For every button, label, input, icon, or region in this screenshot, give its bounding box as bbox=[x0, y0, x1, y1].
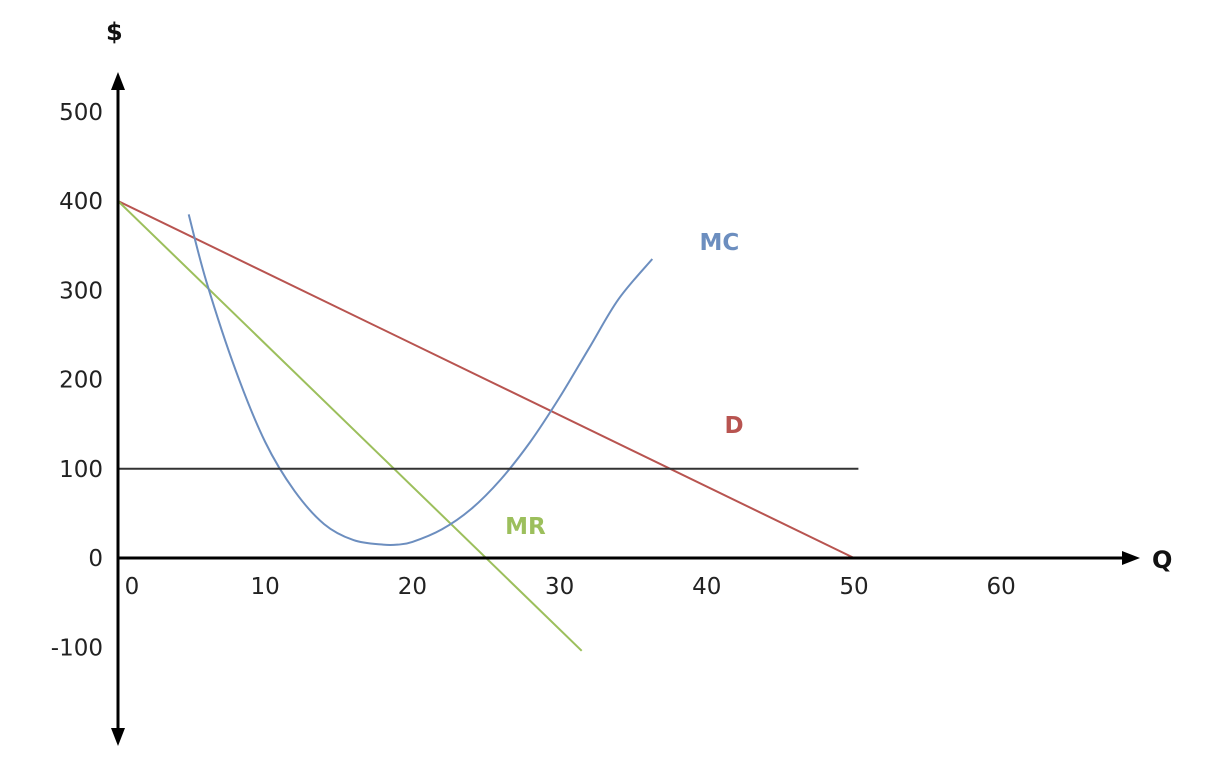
x-tick-label: 30 bbox=[545, 574, 574, 600]
x-tick-label: 60 bbox=[987, 574, 1016, 600]
series-label-mc: MC bbox=[699, 230, 739, 256]
y-tick-label: 500 bbox=[59, 100, 103, 126]
y-axis-arrow-down bbox=[111, 728, 125, 746]
y-tick-label: 400 bbox=[59, 189, 103, 215]
y-axis-title: $ bbox=[106, 18, 123, 46]
x-axis-title: Q bbox=[1152, 546, 1172, 574]
series-label-d: D bbox=[724, 413, 743, 439]
series-labels: MC D MR bbox=[505, 230, 743, 540]
y-tick-label: -100 bbox=[51, 635, 103, 661]
x-tick-label: 50 bbox=[839, 574, 868, 600]
y-tick-label: 300 bbox=[59, 278, 103, 304]
axes bbox=[111, 72, 1140, 746]
y-axis-arrow-up bbox=[111, 72, 125, 90]
series-mc-line bbox=[187, 214, 654, 547]
tick-labels: -100 0 100 200 300 400 500 0 10 20 30 40 50 60 bbox=[51, 100, 1016, 662]
x-axis-arrow bbox=[1122, 551, 1140, 565]
x-tick-label: 10 bbox=[251, 574, 280, 600]
x-tick-label: 0 bbox=[125, 574, 140, 600]
y-tick-label: 200 bbox=[59, 368, 103, 394]
y-tick-label: 0 bbox=[88, 546, 103, 572]
x-tick-label: 20 bbox=[398, 574, 427, 600]
series-layer bbox=[117, 200, 859, 652]
series-d-line bbox=[117, 200, 855, 559]
series-mr-line bbox=[117, 200, 583, 652]
x-tick-label: 40 bbox=[692, 574, 721, 600]
series-label-mr: MR bbox=[505, 514, 546, 540]
y-tick-label: 100 bbox=[59, 457, 103, 483]
